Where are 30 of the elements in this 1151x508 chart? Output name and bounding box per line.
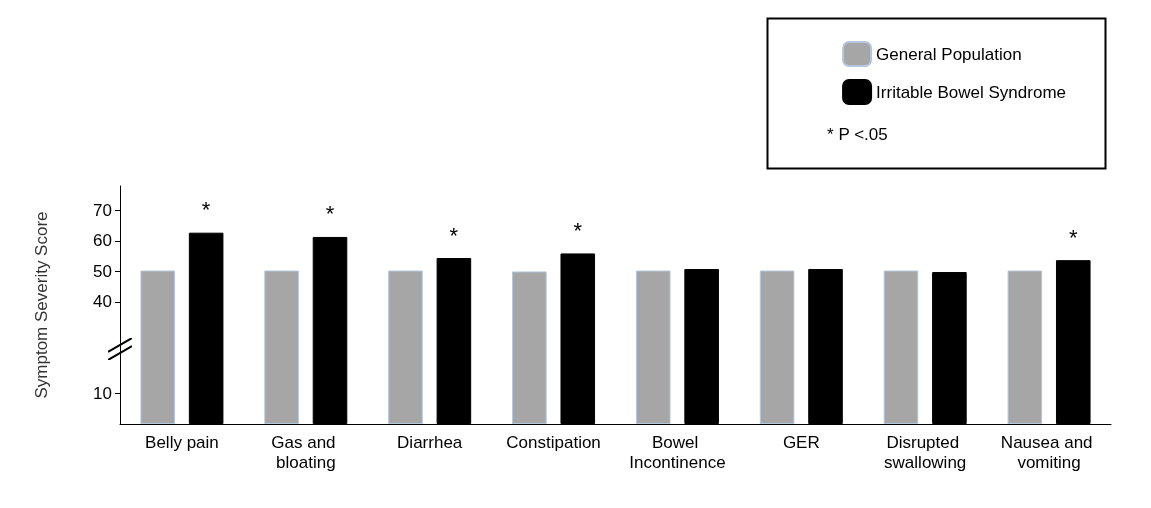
x-tick-label: GER bbox=[782, 432, 820, 452]
bar bbox=[635, 270, 671, 424]
bar bbox=[883, 270, 919, 424]
x-tick-label: Nausea and vomiting bbox=[1000, 432, 1098, 472]
bar bbox=[264, 270, 299, 424]
text: * P <.05 bbox=[827, 125, 888, 144]
bar bbox=[1007, 270, 1043, 424]
y-axis-title: Symptom Severity Score bbox=[32, 211, 51, 399]
bar bbox=[140, 270, 176, 424]
bar bbox=[512, 271, 547, 424]
data-label: * bbox=[1068, 224, 1078, 250]
data-label: * bbox=[449, 222, 459, 248]
y-tick-label: 50 bbox=[93, 261, 112, 281]
y-tick-label: 70 bbox=[93, 200, 112, 220]
data-label: * bbox=[201, 197, 211, 223]
legend-label: Irritable Bowel Syndrome bbox=[876, 82, 1067, 102]
y-tick-label: 10 bbox=[93, 383, 112, 403]
legend-label: General Population bbox=[876, 44, 1022, 64]
y-tick-label: 60 bbox=[93, 231, 112, 251]
x-tick-label: Disrupted swallowing bbox=[884, 432, 967, 472]
y-tick-label: 40 bbox=[93, 292, 112, 312]
x-tick-label: Belly pain bbox=[145, 432, 219, 452]
bar bbox=[759, 270, 795, 424]
data-label: * bbox=[573, 217, 583, 243]
data-label: * bbox=[325, 201, 335, 227]
bar bbox=[388, 270, 423, 424]
x-tick-label: Bowel Incontinence bbox=[629, 432, 726, 472]
x-tick-label: Diarrhea bbox=[397, 432, 463, 452]
x-tick-label: Gas and bloating bbox=[271, 432, 341, 472]
x-tick-label: Constipation bbox=[506, 432, 601, 452]
